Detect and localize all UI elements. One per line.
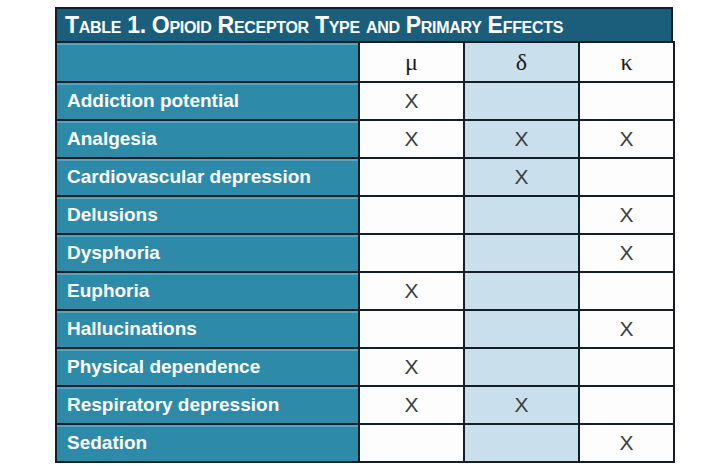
- kappa-cell: [579, 272, 674, 310]
- delta-cell: [464, 196, 579, 234]
- effect-label: Physical dependence: [56, 348, 359, 386]
- table-row: Cardiovascular depression X: [56, 158, 674, 196]
- kappa-cell: [579, 348, 674, 386]
- effect-label: Respiratory depression: [56, 386, 359, 424]
- table-row: Analgesia X X X: [56, 120, 674, 158]
- effect-label: Cardiovascular depression: [56, 158, 359, 196]
- header-row: μ δ κ: [56, 42, 674, 82]
- mu-cell: [359, 196, 464, 234]
- table-body: Addiction potential X Analgesia X X X Ca…: [56, 82, 674, 462]
- delta-cell: [464, 272, 579, 310]
- corner-cell: [56, 42, 359, 82]
- column-header-delta: δ: [464, 42, 579, 82]
- delta-cell: X: [464, 120, 579, 158]
- kappa-cell: [579, 386, 674, 424]
- delta-cell: [464, 424, 579, 462]
- mu-cell: [359, 310, 464, 348]
- mu-cell: [359, 424, 464, 462]
- mu-cell: X: [359, 386, 464, 424]
- delta-cell: X: [464, 386, 579, 424]
- effect-label: Delusions: [56, 196, 359, 234]
- table-row: Delusions X: [56, 196, 674, 234]
- kappa-cell: [579, 158, 674, 196]
- mu-cell: X: [359, 272, 464, 310]
- effect-label: Dysphoria: [56, 234, 359, 272]
- mu-cell: [359, 234, 464, 272]
- effect-label: Sedation: [56, 424, 359, 462]
- table-row: Sedation X: [56, 424, 674, 462]
- column-header-kappa: κ: [579, 42, 674, 82]
- mu-cell: X: [359, 120, 464, 158]
- kappa-cell: X: [579, 196, 674, 234]
- delta-cell: [464, 348, 579, 386]
- effect-label: Hallucinations: [56, 310, 359, 348]
- table-row: Physical dependence X: [56, 348, 674, 386]
- page: { "table": { "title": "Table 1. Opioid R…: [0, 0, 724, 466]
- kappa-cell: X: [579, 310, 674, 348]
- opioid-receptor-table: μ δ κ Addiction potential X Analgesia X …: [55, 41, 675, 463]
- kappa-cell: [579, 82, 674, 120]
- receptor-table-figure: Table 1. Opioid Receptor Type and Primar…: [55, 7, 673, 463]
- table-row: Dysphoria X: [56, 234, 674, 272]
- effect-label: Addiction potential: [56, 82, 359, 120]
- table-row: Hallucinations X: [56, 310, 674, 348]
- kappa-cell: X: [579, 424, 674, 462]
- kappa-cell: X: [579, 120, 674, 158]
- mu-cell: X: [359, 348, 464, 386]
- delta-cell: [464, 82, 579, 120]
- mu-cell: X: [359, 82, 464, 120]
- table-row: Euphoria X: [56, 272, 674, 310]
- delta-cell: [464, 310, 579, 348]
- effect-label: Analgesia: [56, 120, 359, 158]
- table-row: Addiction potential X: [56, 82, 674, 120]
- kappa-cell: X: [579, 234, 674, 272]
- mu-cell: [359, 158, 464, 196]
- delta-cell: X: [464, 158, 579, 196]
- table-row: Respiratory depression X X: [56, 386, 674, 424]
- table-title: Table 1. Opioid Receptor Type and Primar…: [55, 7, 673, 43]
- column-header-mu: μ: [359, 42, 464, 82]
- effect-label: Euphoria: [56, 272, 359, 310]
- delta-cell: [464, 234, 579, 272]
